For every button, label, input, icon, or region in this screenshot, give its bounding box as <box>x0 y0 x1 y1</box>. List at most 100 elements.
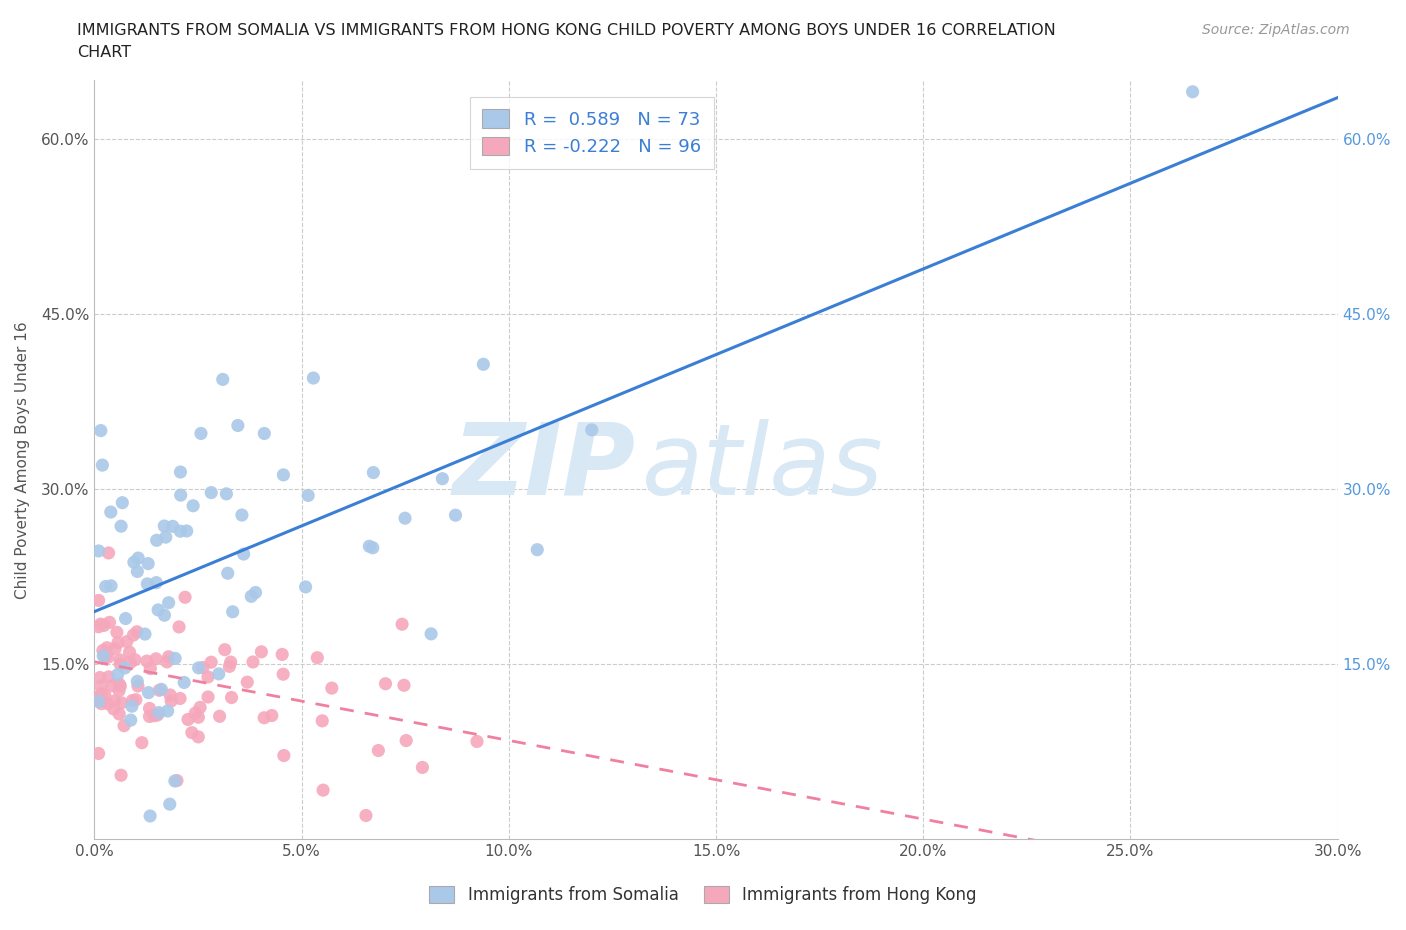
Point <box>392 678 415 693</box>
Point <box>273 748 295 763</box>
Point <box>260 708 283 723</box>
Point <box>134 627 156 642</box>
Point <box>90 686 112 701</box>
Point <box>391 617 413 631</box>
Point <box>108 657 131 671</box>
Point <box>87 543 110 558</box>
Point <box>89 671 111 685</box>
Point <box>156 655 179 670</box>
Point <box>87 619 110 634</box>
Point <box>139 661 162 676</box>
Point <box>148 683 170 698</box>
Point <box>127 551 149 565</box>
Point <box>163 774 186 789</box>
Point <box>214 643 236 658</box>
Point <box>97 670 120 684</box>
Point <box>169 465 191 480</box>
Point <box>125 624 148 639</box>
Point <box>87 694 110 709</box>
Point <box>103 701 125 716</box>
Point <box>215 486 238 501</box>
Point <box>245 585 267 600</box>
Point <box>108 653 131 668</box>
Point <box>148 705 170 720</box>
Point <box>180 725 202 740</box>
Point <box>108 707 131 722</box>
Point <box>139 808 162 823</box>
Point <box>232 547 254 562</box>
Point <box>120 656 142 671</box>
Point <box>110 519 132 534</box>
Point <box>197 670 219 684</box>
Point <box>197 689 219 704</box>
Legend: Immigrants from Somalia, Immigrants from Hong Kong: Immigrants from Somalia, Immigrants from… <box>423 879 983 910</box>
Point <box>104 642 127 657</box>
Point <box>87 593 110 608</box>
Point <box>395 733 418 748</box>
Point <box>273 468 295 483</box>
Point <box>271 647 294 662</box>
Point <box>177 712 200 727</box>
Point <box>107 668 129 683</box>
Point <box>465 734 488 749</box>
Point <box>110 696 132 711</box>
Point <box>374 676 396 691</box>
Point <box>361 540 384 555</box>
Point <box>110 679 132 694</box>
Point <box>131 736 153 751</box>
Point <box>135 654 157 669</box>
Point <box>108 677 131 692</box>
Point <box>150 682 173 697</box>
Point <box>93 618 115 632</box>
Point <box>159 687 181 702</box>
Point <box>367 743 389 758</box>
Point <box>226 418 249 433</box>
Point <box>253 426 276 441</box>
Point <box>1181 85 1204 100</box>
Point <box>312 783 335 798</box>
Point <box>236 674 259 689</box>
Point <box>136 577 159 591</box>
Point <box>110 768 132 783</box>
Point <box>90 697 112 711</box>
Point <box>240 589 263 604</box>
Point <box>107 635 129 650</box>
Point <box>153 519 176 534</box>
Point <box>138 685 160 700</box>
Point <box>90 617 112 631</box>
Point <box>394 511 416 525</box>
Point <box>169 691 191 706</box>
Point <box>200 655 222 670</box>
Point <box>184 706 207 721</box>
Point <box>103 694 125 709</box>
Point <box>354 808 377 823</box>
Point <box>297 488 319 503</box>
Point <box>90 423 112 438</box>
Point <box>162 519 184 534</box>
Point <box>121 698 143 713</box>
Point <box>169 524 191 538</box>
Point <box>321 681 343 696</box>
Point <box>125 692 148 707</box>
Point <box>165 651 187 666</box>
Point <box>208 667 231 682</box>
Point <box>253 711 276 725</box>
Point <box>159 797 181 812</box>
Point <box>124 652 146 667</box>
Point <box>217 565 239 580</box>
Point <box>174 590 197 604</box>
Point <box>176 524 198 538</box>
Text: IMMIGRANTS FROM SOMALIA VS IMMIGRANTS FROM HONG KONG CHILD POVERTY AMONG BOYS UN: IMMIGRANTS FROM SOMALIA VS IMMIGRANTS FR… <box>77 23 1056 38</box>
Legend: R =  0.589   N = 73, R = -0.222   N = 96: R = 0.589 N = 73, R = -0.222 N = 96 <box>470 97 714 169</box>
Point <box>167 619 190 634</box>
Point <box>211 372 233 387</box>
Point <box>138 701 160 716</box>
Point <box>187 660 209 675</box>
Point <box>581 422 603 437</box>
Point <box>138 709 160 724</box>
Point <box>100 505 122 520</box>
Text: atlas: atlas <box>641 418 883 516</box>
Point <box>173 675 195 690</box>
Text: CHART: CHART <box>77 45 131 60</box>
Point <box>118 644 141 659</box>
